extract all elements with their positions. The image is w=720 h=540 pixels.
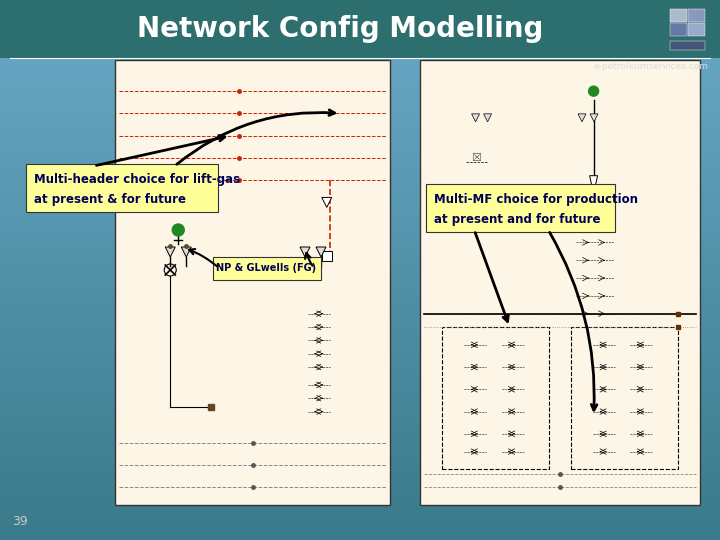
FancyBboxPatch shape [426,184,615,232]
Bar [688,23,705,36]
Bar [571,327,678,469]
Bar [688,9,705,22]
Polygon shape [472,114,480,122]
Text: at present & for future: at present & for future [34,192,186,206]
Text: at present and for future: at present and for future [434,213,600,226]
Bar [670,9,687,22]
Polygon shape [590,176,598,193]
Bar [115,60,390,505]
Polygon shape [322,198,332,207]
Bar [322,251,332,261]
Bar [442,327,549,469]
Text: NP & GLwells (FG): NP & GLwells (FG) [217,263,317,273]
Bar [670,41,705,50]
Bar [420,60,700,505]
Text: 39: 39 [12,515,28,528]
Polygon shape [300,247,310,257]
Text: Network Config Modelling: Network Config Modelling [137,15,543,43]
FancyBboxPatch shape [212,256,320,280]
Polygon shape [484,114,492,122]
Circle shape [589,86,598,96]
Polygon shape [578,114,586,122]
FancyBboxPatch shape [26,164,218,212]
Text: ☒: ☒ [471,153,481,163]
Polygon shape [181,247,192,257]
Polygon shape [316,247,326,257]
Text: Multi-header choice for lift-gas: Multi-header choice for lift-gas [34,172,240,186]
Polygon shape [166,247,175,257]
Polygon shape [590,114,598,122]
Text: Multi-MF choice for production: Multi-MF choice for production [434,192,638,206]
Circle shape [172,224,184,236]
Bar [670,23,687,36]
Bar [0,0,720,58]
Text: e-petroleumservices.com: e-petroleumservices.com [593,62,708,71]
